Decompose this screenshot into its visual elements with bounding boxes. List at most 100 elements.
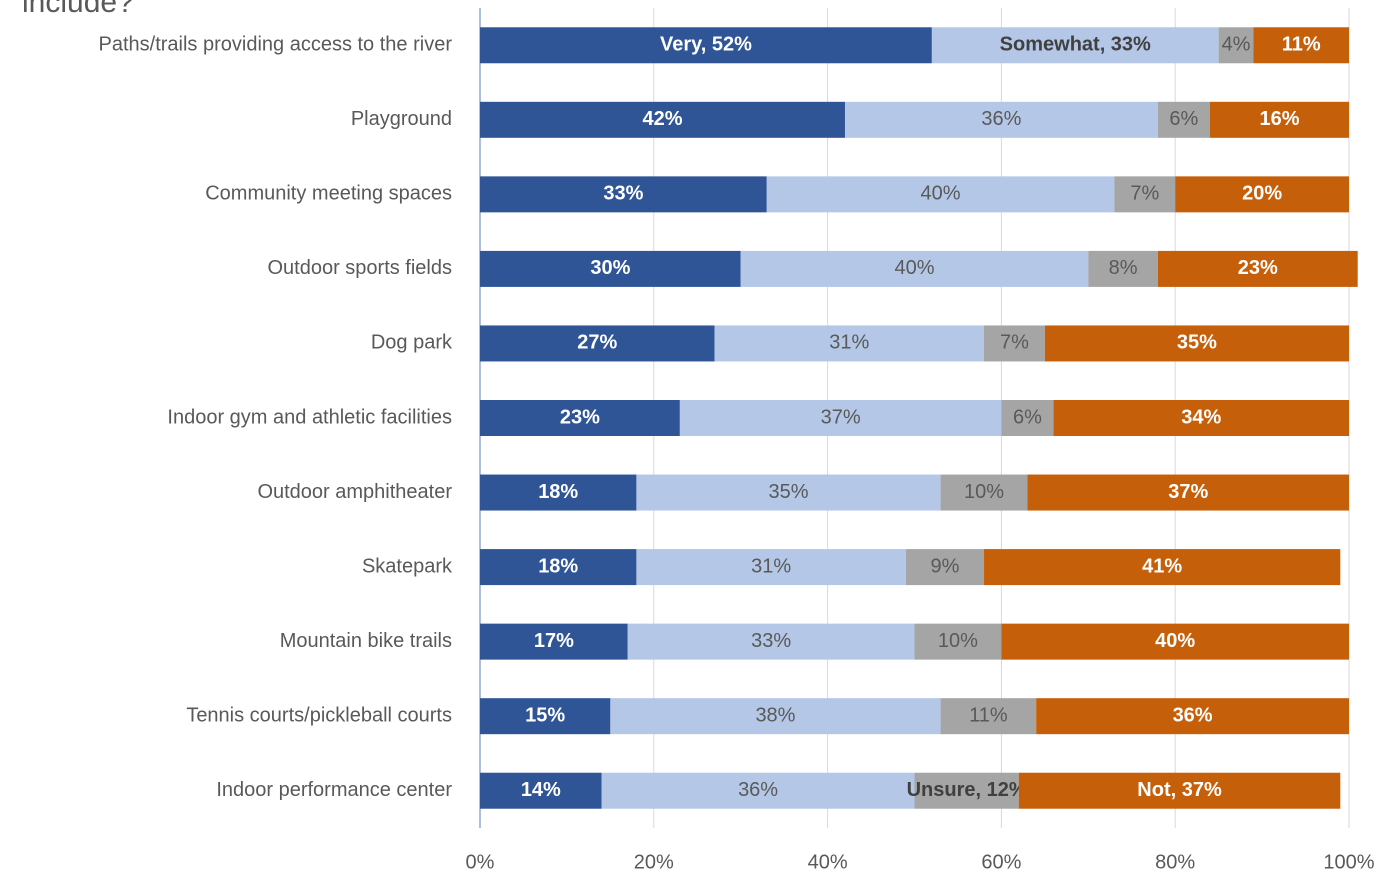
data-label: 20% xyxy=(1242,183,1282,205)
bar-segment xyxy=(984,549,1341,586)
bar-segment xyxy=(601,772,915,809)
data-label: 41% xyxy=(1142,555,1182,577)
x-tick-label: 60% xyxy=(981,851,1021,873)
x-tick-label: 0% xyxy=(466,851,495,873)
bar-segment xyxy=(480,549,637,586)
data-label: Somewhat, 33% xyxy=(1000,34,1151,56)
data-label: 4% xyxy=(1222,34,1251,56)
y-tick-label: Tennis courts/pickleball courts xyxy=(186,704,452,726)
data-label: 35% xyxy=(1177,332,1217,354)
data-label: 17% xyxy=(534,630,574,652)
bar-segment xyxy=(679,400,1002,436)
bar-segment xyxy=(480,325,715,362)
data-label: 14% xyxy=(521,779,561,801)
bar-segment xyxy=(905,549,985,586)
chart-title: include? xyxy=(22,0,134,19)
data-label: 31% xyxy=(751,555,791,577)
y-tick-label: Playground xyxy=(351,108,452,130)
bar-segment xyxy=(610,698,941,735)
data-label: 15% xyxy=(525,704,565,726)
bar-segment xyxy=(480,27,932,64)
x-tick-label: 80% xyxy=(1155,851,1195,873)
y-tick-label: Outdoor amphitheater xyxy=(257,481,452,503)
x-tick-label: 20% xyxy=(634,851,674,873)
bar-segment xyxy=(1218,27,1254,64)
bar-segment xyxy=(1157,250,1358,287)
bar-segment xyxy=(1001,623,1349,660)
data-label: 9% xyxy=(930,555,959,577)
y-tick-label: Indoor performance center xyxy=(216,779,452,801)
y-tick-label: Indoor gym and athletic facilities xyxy=(167,406,452,428)
data-label: 33% xyxy=(751,630,791,652)
data-label: 40% xyxy=(894,257,934,279)
y-tick-label: Paths/trails providing access to the riv… xyxy=(99,34,453,56)
data-label: 42% xyxy=(642,108,682,130)
data-label: 23% xyxy=(560,406,600,428)
bar-segment xyxy=(1253,27,1349,64)
x-tick-label: 100% xyxy=(1323,851,1374,873)
bar-segment xyxy=(1209,101,1349,138)
data-label: 18% xyxy=(538,481,578,503)
data-label: 36% xyxy=(738,779,778,801)
data-label: 36% xyxy=(1173,704,1213,726)
bar-segment xyxy=(1114,176,1176,213)
data-label: 6% xyxy=(1013,406,1042,428)
data-label: 10% xyxy=(964,481,1004,503)
data-label: Unsure, 12% xyxy=(907,779,1027,801)
data-label: 18% xyxy=(538,555,578,577)
bar-segment xyxy=(1088,250,1158,287)
data-label: 33% xyxy=(603,183,643,205)
bar-segment xyxy=(480,772,602,809)
bar-segment xyxy=(1044,325,1349,362)
data-label: 40% xyxy=(921,183,961,205)
x-tick-label: 40% xyxy=(808,851,848,873)
bar-segment xyxy=(914,772,1019,809)
data-label: 37% xyxy=(1168,481,1208,503)
y-tick-label: Dog park xyxy=(371,332,453,354)
bar-segment xyxy=(480,250,741,287)
bar-segment xyxy=(636,549,906,586)
data-label: 7% xyxy=(1000,332,1029,354)
data-label: Very, 52% xyxy=(660,34,752,56)
bar-segment xyxy=(940,698,1037,735)
data-label: 7% xyxy=(1130,183,1159,205)
bar-segment xyxy=(480,474,637,511)
data-label: 34% xyxy=(1181,406,1221,428)
data-label: 35% xyxy=(768,481,808,503)
data-label: 23% xyxy=(1238,257,1278,279)
y-tick-label: Mountain bike trails xyxy=(280,630,452,652)
bar-segment xyxy=(480,400,680,436)
data-label: 6% xyxy=(1169,108,1198,130)
bar-segment xyxy=(1157,101,1210,138)
data-label: 16% xyxy=(1259,108,1299,130)
data-label: 8% xyxy=(1109,257,1138,279)
bar-segment xyxy=(766,176,1115,213)
bar-segment xyxy=(1175,176,1349,213)
bar-segment xyxy=(1018,772,1341,809)
bar-segment xyxy=(1001,400,1054,436)
bar-segment xyxy=(914,623,1002,660)
bar-segment xyxy=(940,474,1028,511)
bar-segment xyxy=(714,325,985,362)
data-label: 10% xyxy=(938,630,978,652)
data-label: 31% xyxy=(829,332,869,354)
bar-segment xyxy=(1036,698,1349,735)
y-tick-label: Community meeting spaces xyxy=(205,183,452,205)
bar-segment xyxy=(984,325,1045,362)
bar-segment xyxy=(1027,474,1349,511)
data-label: 37% xyxy=(821,406,861,428)
data-label: 11% xyxy=(1282,34,1321,56)
bar-segment xyxy=(1053,400,1349,436)
data-label: Not, 37% xyxy=(1137,779,1222,801)
bar-segment xyxy=(480,623,628,660)
data-label: 11% xyxy=(969,704,1008,726)
y-tick-label: Skatepark xyxy=(362,555,453,577)
bar-segment xyxy=(931,27,1219,64)
bar-segment xyxy=(480,698,611,735)
bar-segment xyxy=(636,474,941,511)
data-label: 40% xyxy=(1155,630,1195,652)
y-tick-label: Outdoor sports fields xyxy=(267,257,452,279)
bar-segment xyxy=(480,176,767,213)
data-label: 36% xyxy=(981,108,1021,130)
